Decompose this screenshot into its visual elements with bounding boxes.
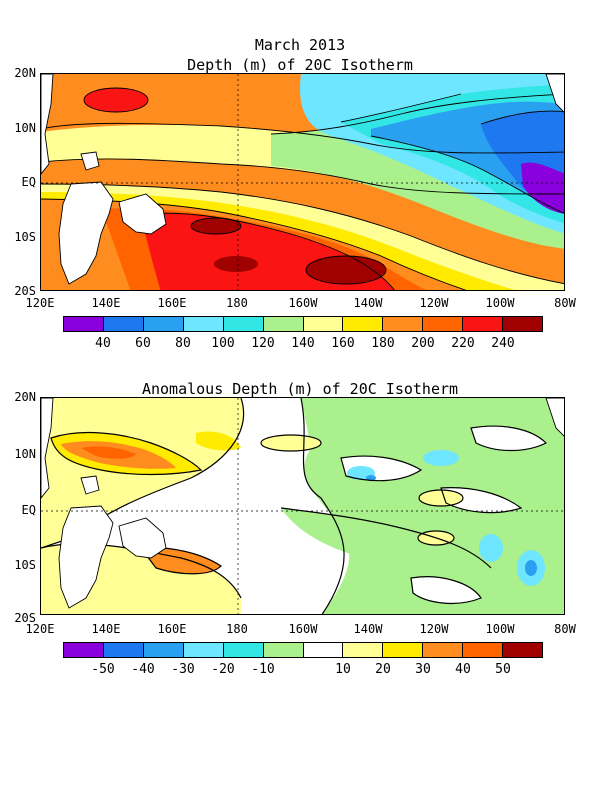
top-depth-map: [40, 73, 565, 291]
bottom-xlabel-140w: 140W: [353, 622, 383, 636]
colorbar-tick-label: 30: [415, 662, 431, 677]
colorbar-swatch: [303, 317, 344, 331]
colorbar-tick-label: 160: [331, 336, 355, 351]
bottom-colorbar: [63, 642, 543, 658]
bottom-panel-title: Anomalous Depth (m) of 20C Isotherm: [141, 380, 459, 398]
top-xlabel-120e: 120E: [25, 296, 55, 310]
top-xlabel-140w: 140W: [353, 296, 383, 310]
colorbar-tick-label: -30: [171, 662, 195, 677]
bottom-xlabel-80w: 80W: [554, 622, 576, 636]
colorbar-swatch: [64, 643, 104, 657]
top-xlabel-140e: 140E: [91, 296, 121, 310]
colorbar-swatch: [103, 643, 144, 657]
top-ylabel-10n: 10N: [14, 121, 36, 135]
colorbar-tick-label: 40: [455, 662, 471, 677]
bottom-anomaly-map: [40, 397, 565, 615]
colorbar-tick-label: 120: [251, 336, 275, 351]
bottom-ylabel-10s: 10S: [14, 558, 36, 572]
top-ylabel-eq: EQ: [21, 175, 36, 189]
colorbar-tick-label: -20: [211, 662, 235, 677]
colorbar-tick-label: 60: [135, 336, 151, 351]
colorbar-swatch: [223, 317, 264, 331]
top-xlabel-160e: 160E: [157, 296, 187, 310]
colorbar-tick-label: -10: [251, 662, 275, 677]
colorbar-swatch: [503, 643, 543, 657]
colorbar-tick-label: 240: [491, 336, 515, 351]
colorbar-swatch: [223, 643, 264, 657]
colorbar-swatch: [343, 317, 384, 331]
colorbar-tick-label: 20: [375, 662, 391, 677]
top-xlabel-180: 180: [226, 296, 248, 310]
colorbar-tick-label: 50: [495, 662, 511, 677]
colorbar-swatch: [263, 317, 304, 331]
colorbar-swatch: [103, 317, 144, 331]
colorbar-swatch: [183, 643, 224, 657]
bottom-ylabel-20n: 20N: [14, 390, 36, 404]
colorbar-swatch: [383, 643, 424, 657]
colorbar-swatch: [143, 643, 184, 657]
colorbar-tick-label: 200: [411, 336, 435, 351]
bottom-xlabel-120e: 120E: [25, 622, 55, 636]
colorbar-tick-label: 140: [291, 336, 315, 351]
colorbar-swatch: [64, 317, 104, 331]
colorbar-tick-label: -50: [91, 662, 115, 677]
bottom-xlabel-160w: 160W: [288, 622, 318, 636]
colorbar-tick-label: 40: [95, 336, 111, 351]
top-panel-title: Depth (m) of 20C Isotherm: [187, 56, 413, 74]
colorbar-swatch: [423, 643, 464, 657]
top-colorbar: [63, 316, 543, 332]
colorbar-swatch: [343, 643, 384, 657]
top-xlabel-100w: 100W: [485, 296, 515, 310]
bottom-xlabel-160e: 160E: [157, 622, 187, 636]
colorbar-swatch: [143, 317, 184, 331]
top-ylabel-10s: 10S: [14, 230, 36, 244]
bottom-xlabel-140e: 140E: [91, 622, 121, 636]
colorbar-tick-label: -40: [131, 662, 155, 677]
colorbar-tick-label: 80: [175, 336, 191, 351]
top-ylabel-20s: 20S: [14, 284, 36, 298]
top-xlabel-160w: 160W: [288, 296, 318, 310]
bottom-xlabel-180: 180: [226, 622, 248, 636]
colorbar-swatch: [503, 317, 543, 331]
colorbar-tick-label: 180: [371, 336, 395, 351]
colorbar-swatch: [303, 643, 344, 657]
top-xlabel-80w: 80W: [554, 296, 576, 310]
colorbar-swatch: [263, 643, 304, 657]
colorbar-swatch: [463, 643, 504, 657]
colorbar-tick-label: 10: [335, 662, 351, 677]
colorbar-swatch: [383, 317, 424, 331]
colorbar-tick-label: 100: [211, 336, 235, 351]
colorbar-swatch: [463, 317, 504, 331]
colorbar-swatch: [183, 317, 224, 331]
colorbar-tick-label: 220: [451, 336, 475, 351]
bottom-ylabel-10n: 10N: [14, 447, 36, 461]
top-ylabel-20n: 20N: [14, 66, 36, 80]
bottom-xlabel-100w: 100W: [485, 622, 515, 636]
top-xlabel-120w: 120W: [419, 296, 449, 310]
colorbar-swatch: [423, 317, 464, 331]
bottom-ylabel-eq: EQ: [21, 503, 36, 517]
bottom-ylabel-20s: 20S: [14, 611, 36, 625]
bottom-xlabel-120w: 120W: [419, 622, 449, 636]
figure-title: March 2013: [254, 36, 346, 54]
